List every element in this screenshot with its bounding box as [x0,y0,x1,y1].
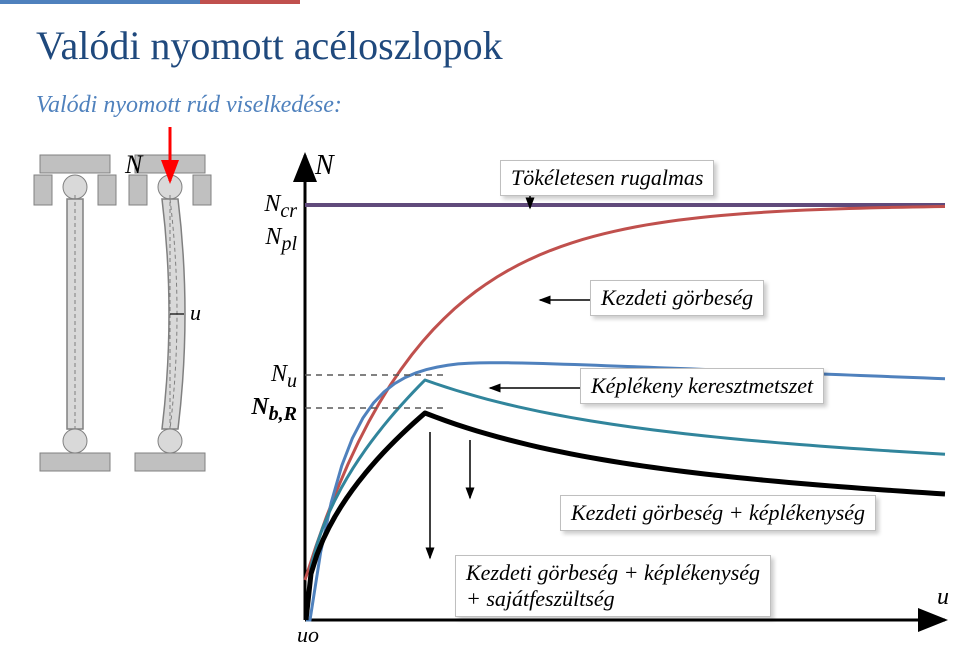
column-label-N: N [125,150,142,180]
tick-label-Npl: Npl [265,224,297,256]
label-box-combo-b: Kezdeti görbeség + képlékenység + sajátf… [455,555,771,617]
axis-label-u: u [937,584,949,611]
label-box-plastic: Képlékeny keresztmetszet [580,368,824,404]
column-label-u: u [190,300,201,326]
axis-label-uo: uo [297,622,319,648]
tick-label-Nu: Nu [271,361,297,393]
tick-label-Ncr: Ncr [264,191,297,223]
axis-label-N: N [315,150,334,182]
label-box-combo-b-l1: Kezdeti görbeség + képlékenység [466,560,760,585]
tick-label-NbR: Nb,R [251,394,297,426]
column-icons [34,127,211,471]
label-box-initial-imperfection: Kezdeti görbeség [590,280,764,316]
slide-root: Valódi nyomott acéloszlopok Valódi nyomo… [0,0,960,658]
label-box-combo-a: Kezdeti görbeség + képlékenység [560,495,876,531]
label-box-combo-b-l2: + sajátfeszültség [466,586,615,611]
label-box-elastic: Tökéletesen rugalmas [500,160,714,196]
